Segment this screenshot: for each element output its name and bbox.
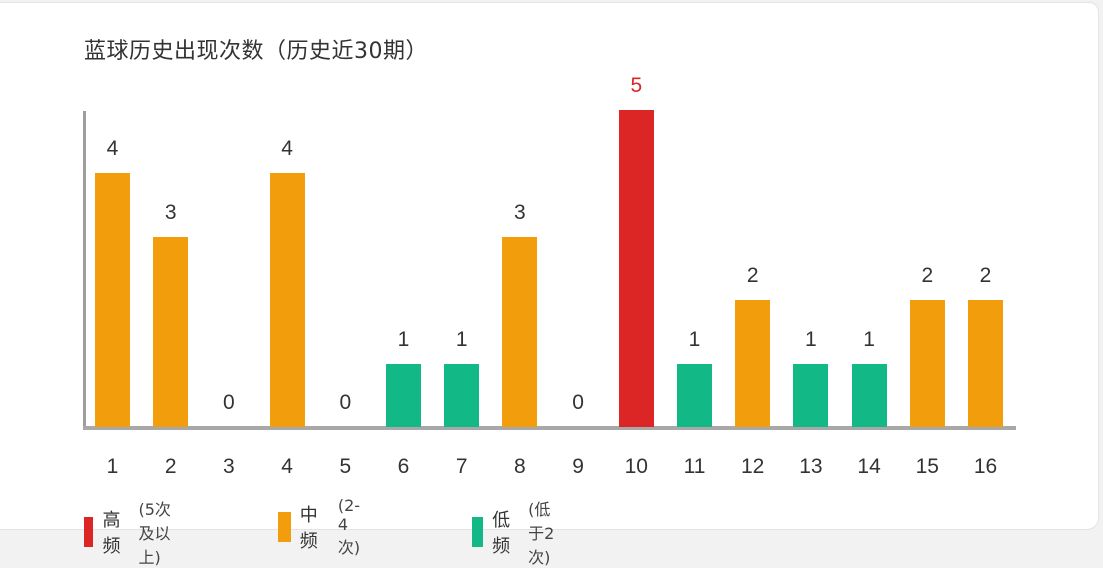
bar-11 [677, 363, 712, 427]
legend-item-high: 高频 (5次及以上) [84, 496, 174, 568]
chart-title: 蓝球历史出现次数（历史近30期） [84, 39, 428, 64]
value-label-15: 2 [921, 264, 934, 288]
value-label-4: 4 [281, 137, 293, 161]
bar-4 [269, 173, 305, 427]
x-tick-8: 8 [514, 455, 526, 478]
x-tick-10: 10 [624, 455, 648, 478]
legend-item-low: 低频 (低于2次) [472, 496, 562, 568]
value-label-10: 5 [630, 74, 643, 97]
bar-7 [444, 363, 480, 427]
x-tick-5: 5 [339, 455, 352, 478]
bar-15 [909, 300, 945, 427]
value-label-5: 0 [339, 391, 352, 414]
legend-desc-high: (5次及以上) [138, 500, 171, 567]
legend-label-mid: 中频 [299, 505, 318, 552]
x-tick-6: 6 [397, 455, 410, 478]
bar-12 [735, 300, 771, 427]
x-axis [83, 426, 1016, 430]
legend-swatch-high [84, 517, 94, 547]
value-label-8: 3 [514, 200, 526, 224]
x-tick-13: 13 [799, 455, 823, 478]
x-tick-14: 14 [857, 455, 881, 478]
x-tick-9: 9 [572, 455, 584, 478]
value-label-14: 1 [863, 327, 875, 351]
value-label-16: 2 [979, 264, 992, 288]
value-label-3: 0 [223, 391, 235, 414]
value-label-11: 1 [688, 327, 701, 351]
x-tick-7: 7 [455, 455, 468, 478]
x-tick-11: 11 [683, 455, 706, 478]
bar-8 [502, 236, 538, 427]
value-label-9: 0 [572, 391, 584, 414]
value-label-13: 1 [805, 327, 817, 351]
legend-desc-mid: (2-4次) [337, 496, 361, 557]
value-label-7: 1 [455, 327, 468, 351]
legend-swatch-mid [278, 512, 291, 542]
legend-desc-low: (低于2次) [528, 500, 555, 567]
bar-1 [95, 173, 130, 427]
bar-16 [968, 300, 1003, 427]
x-tick-16: 16 [973, 455, 998, 478]
x-tick-12: 12 [741, 455, 765, 478]
bar-6 [386, 363, 421, 427]
value-label-1: 4 [106, 137, 119, 161]
value-label-2: 3 [164, 200, 177, 224]
bar-13 [793, 363, 829, 427]
y-axis [83, 111, 86, 429]
legend-item-mid: 中频 (2-4次) [278, 496, 368, 558]
x-tick-4: 4 [281, 455, 293, 478]
legend-label-high: 高频 [102, 510, 121, 557]
value-label-12: 2 [746, 264, 759, 288]
x-tick-15: 15 [915, 455, 939, 478]
bar-10 [618, 110, 654, 427]
bar-2 [153, 236, 189, 427]
legend-label-low: 低频 [492, 510, 511, 557]
value-label-6: 1 [397, 327, 410, 351]
x-tick-2: 2 [164, 455, 177, 478]
legend-swatch-low [472, 517, 484, 547]
bar-14 [851, 363, 887, 427]
x-tick-3: 3 [223, 455, 235, 478]
x-tick-1: 1 [106, 455, 119, 478]
